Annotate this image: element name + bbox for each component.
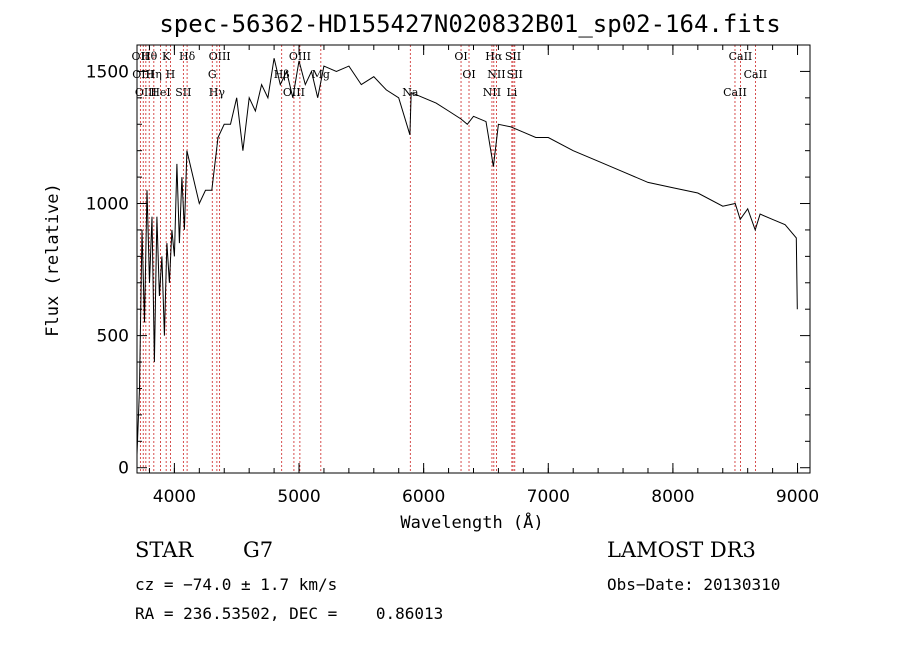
object-subclass: G7 — [243, 538, 274, 562]
x-tick-label: 4000 — [153, 487, 196, 507]
line-labels: OIIOIIIOIIIHθHηHeIKHSIIHδGHγOIIIHβOIIIOI… — [132, 50, 768, 99]
line-label: SII — [175, 86, 191, 99]
line-label: OIII — [289, 50, 311, 63]
y-tick-label: 500 — [97, 327, 129, 347]
line-label: OI — [462, 68, 475, 81]
line-label: OIII — [135, 86, 157, 99]
x-tick-label: 8000 — [651, 487, 694, 507]
line-label: OIII — [209, 50, 231, 63]
line-label: H — [166, 68, 176, 81]
line-label: Hδ — [179, 50, 196, 63]
line-label: Li — [506, 86, 517, 99]
line-label: Hη — [146, 68, 162, 81]
x-tick-label: 5000 — [277, 487, 320, 507]
spectrum-series — [136, 58, 798, 455]
line-label: HeI — [150, 86, 170, 99]
redshift-text: cz = −74.0 ± 1.7 km/s — [135, 575, 338, 594]
series-line — [136, 58, 798, 455]
y-tick-label: 1000 — [86, 195, 129, 215]
line-label: Hβ — [274, 68, 290, 81]
line-label: CaII — [723, 86, 747, 99]
survey-name: LAMOST DR3 — [607, 538, 756, 562]
x-tick-label: 9000 — [776, 487, 819, 507]
line-label: SII — [507, 68, 523, 81]
emission-line-markers — [139, 45, 756, 473]
obs-date: Obs−Date: 20130310 — [607, 575, 781, 594]
line-label: Na — [402, 86, 419, 99]
y-axis-label: Flux (relative) — [43, 183, 63, 337]
line-label: OI — [454, 50, 467, 63]
line-label: NII — [483, 86, 501, 99]
line-label: CaII — [744, 68, 768, 81]
line-label: CaII — [729, 50, 753, 63]
x-axis-label: Wavelength (Å) — [400, 511, 543, 533]
line-label: Hα — [485, 50, 503, 63]
line-label: Hθ — [141, 50, 158, 63]
object-type: STAR — [135, 538, 194, 562]
y-tick-label: 1500 — [86, 62, 129, 82]
x-axis-ticks: 4000 5000 6000 7000 8000 9000 — [148, 45, 819, 507]
line-label: G — [208, 68, 217, 81]
y-axis-ticks: 0 500 1000 1500 — [86, 62, 810, 479]
x-tick-label: 6000 — [402, 487, 445, 507]
line-label: Mg — [312, 68, 330, 81]
line-label: NII — [487, 68, 505, 81]
chart-title: spec-56362-HD155427N020832B01_sp02-164.f… — [159, 10, 780, 38]
x-tick-label: 7000 — [527, 487, 570, 507]
line-label: SII — [505, 50, 521, 63]
coordinates: RA = 236.53502, DEC = 0.86013 — [135, 604, 444, 623]
line-label: Hγ — [209, 86, 226, 99]
line-label: OII — [132, 50, 150, 63]
line-label: K — [162, 50, 171, 63]
y-tick-label: 0 — [118, 459, 129, 479]
